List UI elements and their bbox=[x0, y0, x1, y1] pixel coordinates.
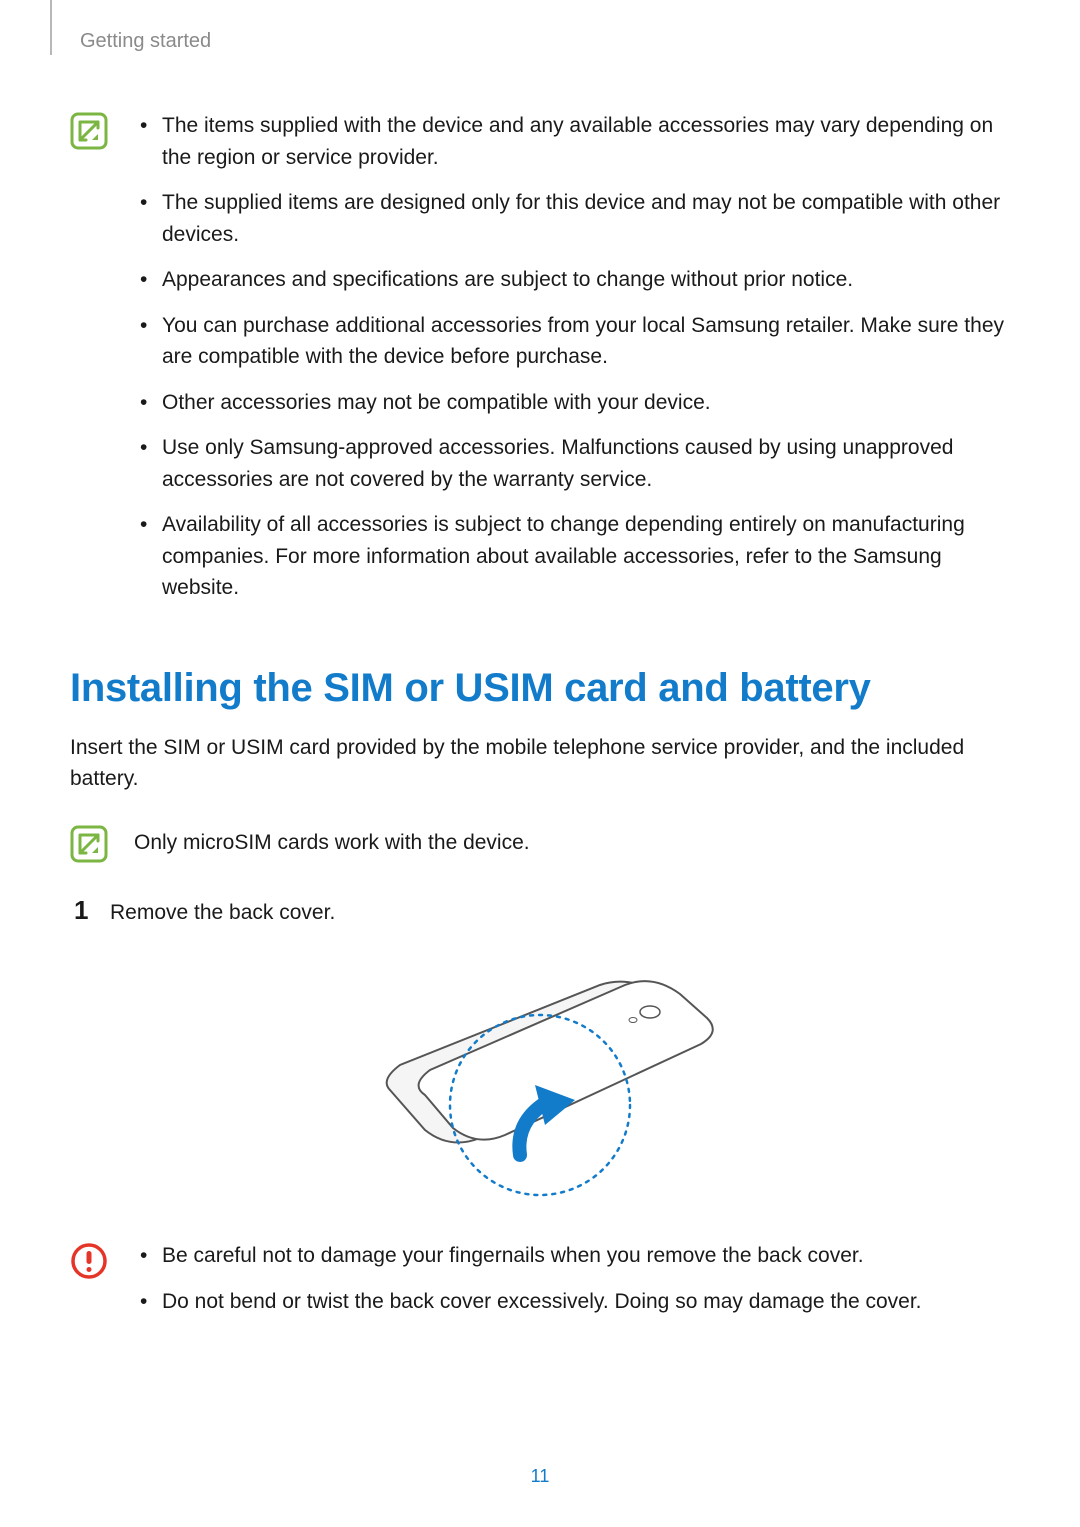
note-list-1: The items supplied with the device and a… bbox=[134, 110, 1010, 604]
list-item: Availability of all accessories is subje… bbox=[134, 509, 1010, 604]
step-text: Remove the back cover. bbox=[110, 897, 335, 929]
note-icon bbox=[70, 112, 108, 150]
back-cover-illustration bbox=[330, 950, 750, 1210]
step-number: 1 bbox=[70, 895, 110, 926]
list-item: Be careful not to damage your fingernail… bbox=[134, 1240, 1010, 1272]
caution-icon bbox=[70, 1242, 108, 1280]
section-intro: Insert the SIM or USIM card provided by … bbox=[70, 732, 1010, 795]
header-rule bbox=[50, 0, 52, 55]
section-heading: Installing the SIM or USIM card and batt… bbox=[70, 666, 1010, 711]
list-item: Do not bend or twist the back cover exce… bbox=[134, 1286, 1010, 1318]
list-item: The items supplied with the device and a… bbox=[134, 110, 1010, 173]
list-item: Other accessories may not be compatible … bbox=[134, 387, 1010, 419]
list-item: Use only Samsung-approved accessories. M… bbox=[134, 432, 1010, 495]
caution-callout: Be careful not to damage your fingernail… bbox=[70, 1240, 1010, 1331]
list-item: You can purchase additional accessories … bbox=[134, 310, 1010, 373]
caution-icon-wrap bbox=[70, 1240, 134, 1280]
note-callout-2: Only microSIM cards work with the device… bbox=[70, 823, 1010, 863]
page: Getting started The items supplied with … bbox=[0, 0, 1080, 1527]
caution-body: Be careful not to damage your fingernail… bbox=[134, 1240, 1010, 1331]
breadcrumb: Getting started bbox=[80, 30, 211, 53]
step-1: 1 Remove the back cover. bbox=[70, 895, 1010, 929]
list-item: The supplied items are designed only for… bbox=[134, 187, 1010, 250]
caution-list: Be careful not to damage your fingernail… bbox=[134, 1240, 1010, 1317]
note-icon-wrap bbox=[70, 110, 134, 150]
note-body-2: Only microSIM cards work with the device… bbox=[134, 823, 1010, 859]
note-callout-1: The items supplied with the device and a… bbox=[70, 110, 1010, 618]
content-area: The items supplied with the device and a… bbox=[70, 30, 1010, 1331]
illustration-wrap bbox=[70, 950, 1010, 1210]
note-icon-wrap bbox=[70, 823, 134, 863]
note-body-1: The items supplied with the device and a… bbox=[134, 110, 1010, 618]
note-icon bbox=[70, 825, 108, 863]
page-number: 11 bbox=[0, 1466, 1080, 1487]
list-item: Appearances and specifications are subje… bbox=[134, 264, 1010, 296]
